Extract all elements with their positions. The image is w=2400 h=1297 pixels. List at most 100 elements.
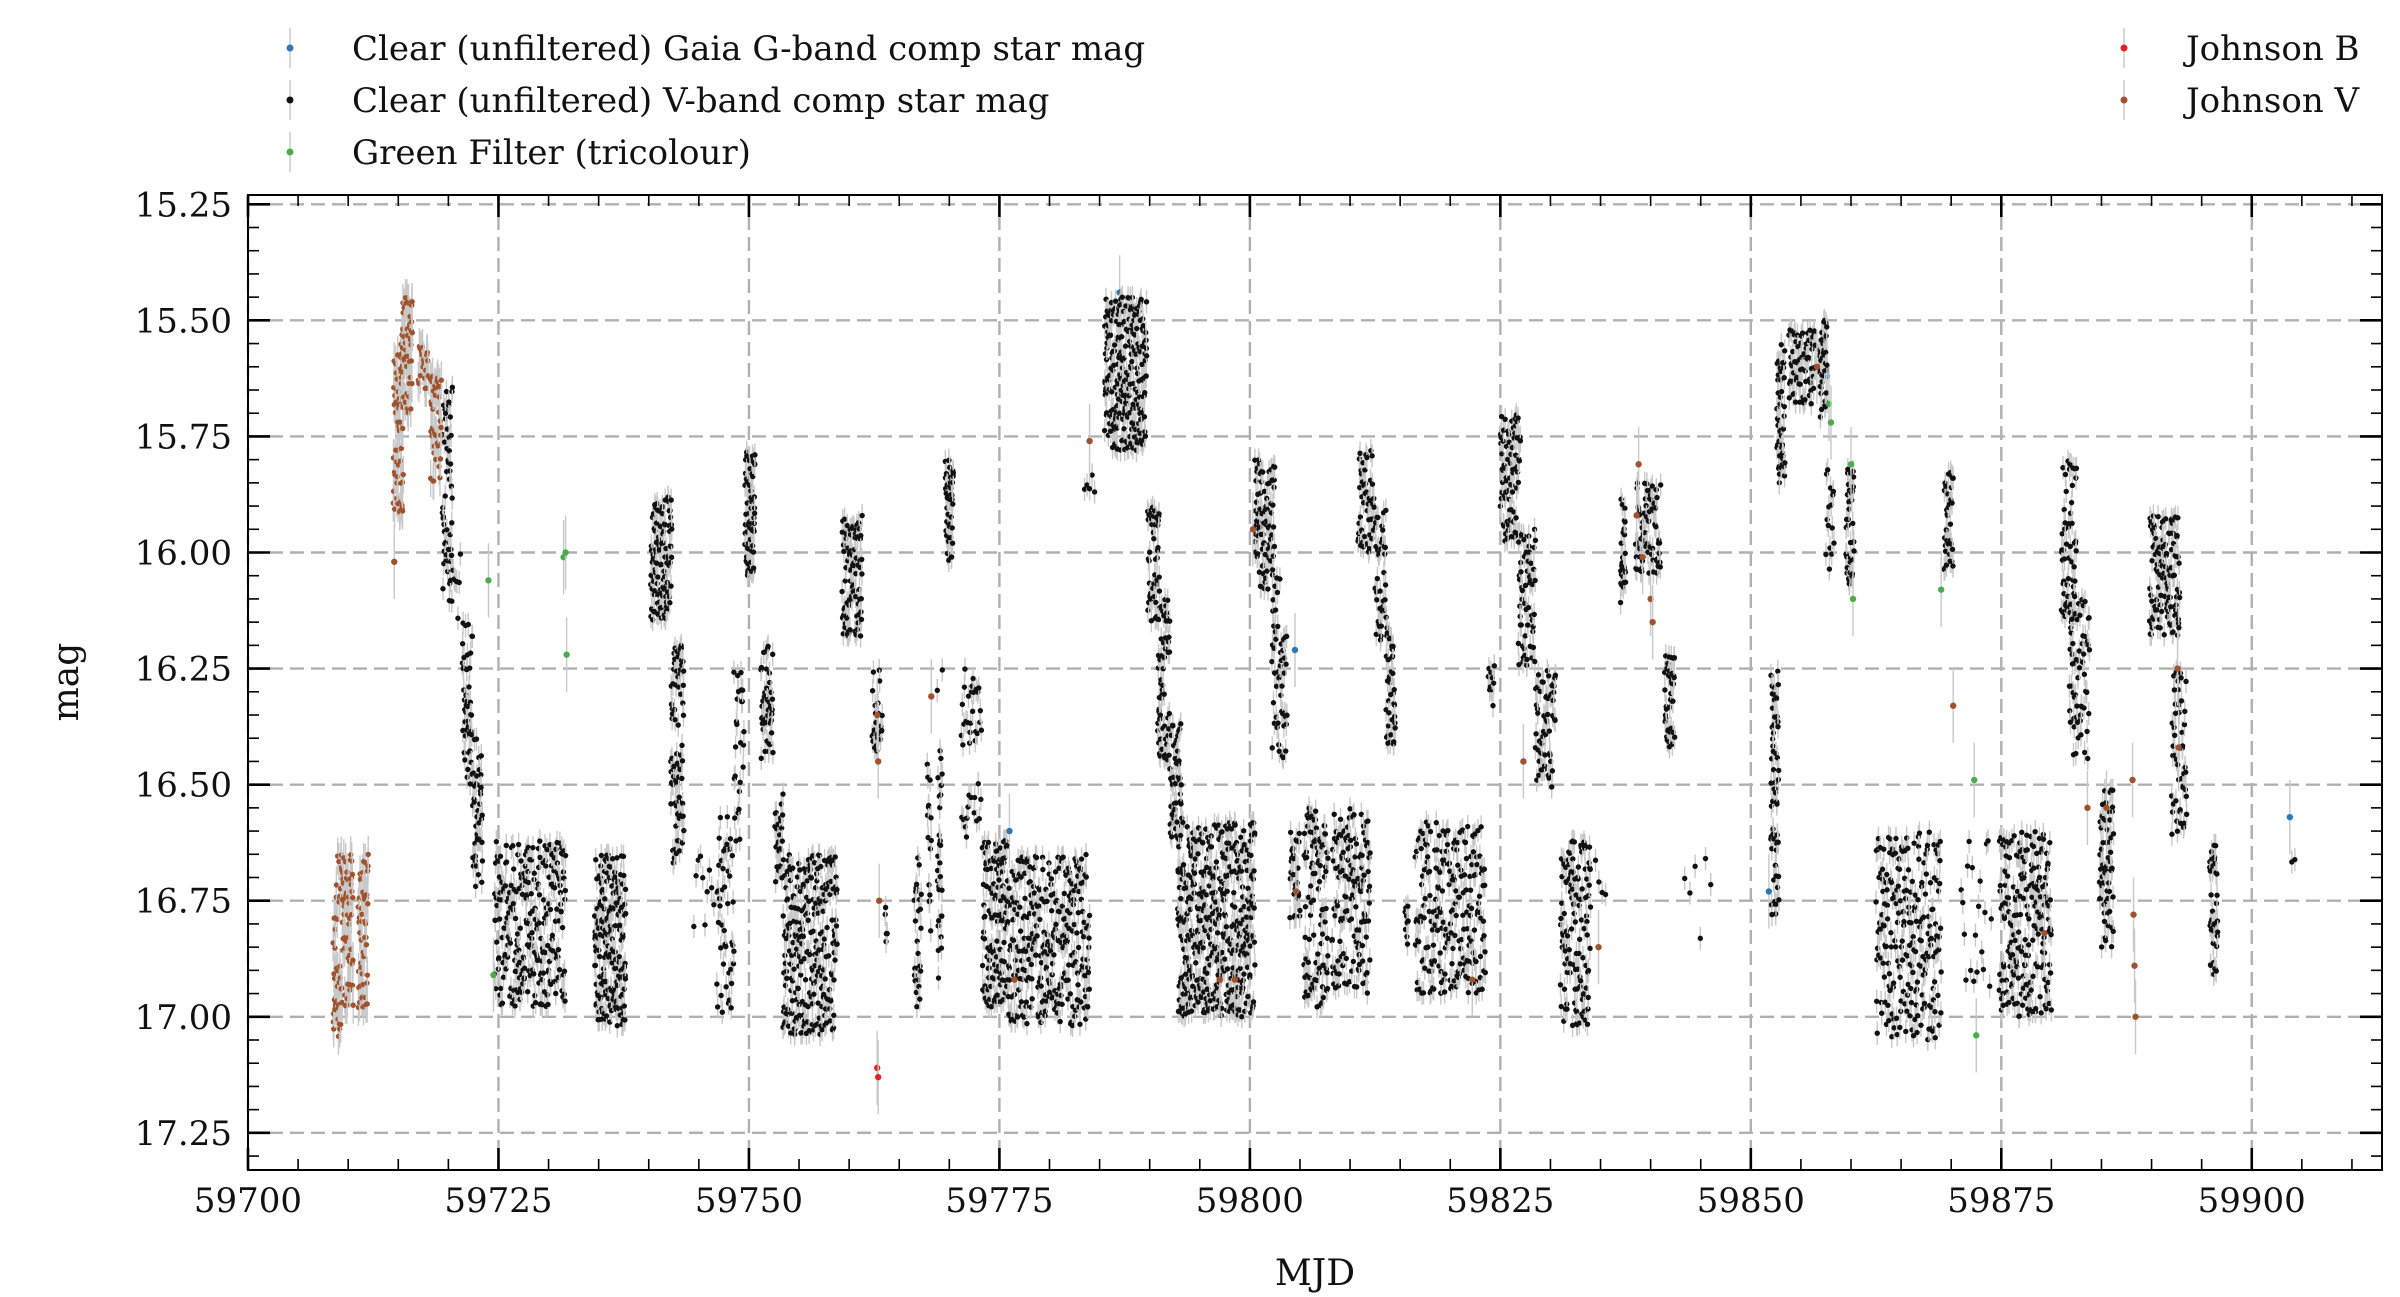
- data-point: [786, 852, 792, 858]
- data-point: [675, 722, 681, 728]
- data-point: [562, 998, 568, 1004]
- data-point: [937, 860, 943, 866]
- data-point: [465, 766, 471, 773]
- data-point: [927, 846, 934, 852]
- data-point: [1156, 511, 1162, 517]
- data-point: [671, 763, 677, 770]
- data-point: [1014, 1014, 1021, 1020]
- data-point: [457, 551, 464, 557]
- data-point: [1017, 904, 1023, 910]
- data-point: [1058, 992, 1064, 999]
- data-point: [976, 685, 982, 691]
- data-point: [779, 838, 786, 844]
- data-point: [1019, 976, 1025, 982]
- data-point: [518, 858, 524, 864]
- data-point: [950, 470, 957, 476]
- data-point: [676, 794, 682, 800]
- data-point: [443, 388, 450, 395]
- data-point: [1166, 649, 1173, 655]
- data-point: [847, 627, 853, 633]
- data-point: [555, 946, 562, 953]
- data-point: [750, 565, 757, 571]
- data-point: [1006, 885, 1012, 891]
- data-point: [478, 784, 484, 791]
- data-point: [679, 742, 685, 749]
- data-point: [1065, 977, 1071, 983]
- data-point: [976, 816, 983, 822]
- data-point: [1052, 926, 1058, 932]
- data-point: [478, 772, 484, 778]
- data-point: [547, 906, 554, 913]
- data-point: [857, 633, 864, 639]
- data-point: [927, 892, 933, 898]
- data-point: [1029, 976, 1035, 982]
- data-point: [717, 814, 724, 821]
- data-point: [1086, 935, 1092, 941]
- data-point: [473, 736, 480, 742]
- data-point: [456, 579, 462, 586]
- data-point: [1030, 883, 1037, 890]
- data-point: [614, 855, 620, 861]
- data-point: [479, 812, 485, 818]
- data-point: [769, 696, 776, 702]
- data-point: [462, 757, 468, 763]
- data-point: [1138, 296, 1144, 303]
- data-point: [917, 996, 923, 1002]
- data-point: [770, 749, 776, 756]
- legend-entry: Clear (unfiltered) V-band comp star mag: [286, 80, 1049, 121]
- data-point: [1051, 952, 1057, 958]
- data-point: [780, 857, 787, 863]
- data-point: [1027, 878, 1033, 885]
- data-point: [510, 866, 517, 872]
- data-point: [1074, 930, 1080, 936]
- data-point: [614, 1023, 620, 1029]
- data-point: [441, 439, 448, 445]
- data-point: [1178, 782, 1184, 788]
- data-point: [616, 953, 623, 960]
- data-point: [937, 804, 943, 811]
- data-point: [1040, 866, 1046, 873]
- data-point: [493, 939, 500, 945]
- data-point: [917, 906, 924, 912]
- data-point: [1083, 851, 1089, 858]
- data-point: [459, 641, 466, 647]
- legend-entry: Johnson V: [2120, 80, 2361, 121]
- data-point: [656, 547, 663, 553]
- data-point: [784, 975, 790, 981]
- data-point: [529, 929, 535, 936]
- data-point: [1101, 427, 1108, 434]
- data-point: [658, 604, 665, 611]
- data-point: [724, 814, 731, 820]
- data-point: [758, 755, 764, 761]
- data-point: [937, 842, 944, 849]
- data-point: [826, 953, 832, 959]
- data-point: [982, 913, 988, 920]
- data-point: [828, 998, 834, 1004]
- data-point: [1072, 1013, 1078, 1019]
- data-point: [950, 501, 956, 507]
- data-point: [609, 856, 616, 862]
- data-point: [1033, 923, 1039, 929]
- data-point: [501, 925, 508, 931]
- data-point: [447, 414, 454, 420]
- data-point: [732, 744, 739, 750]
- data-point: [621, 1003, 628, 1009]
- data-point: [603, 991, 609, 998]
- data-point: [1075, 944, 1082, 951]
- data-point: [669, 526, 675, 532]
- data-point: [1157, 712, 1164, 718]
- data-point: [667, 600, 673, 606]
- data-point: [734, 721, 740, 728]
- legend-marker: [286, 148, 294, 156]
- data-point: [729, 852, 736, 859]
- data-point: [731, 948, 737, 954]
- data-point: [668, 583, 674, 589]
- data-point: [1023, 999, 1030, 1005]
- data-point: [859, 571, 865, 577]
- data-point: [736, 788, 743, 795]
- data-point: [1166, 710, 1173, 717]
- data-point: [515, 851, 521, 858]
- data-point: [700, 875, 706, 881]
- data-point: [802, 977, 809, 983]
- data-point: [961, 684, 968, 690]
